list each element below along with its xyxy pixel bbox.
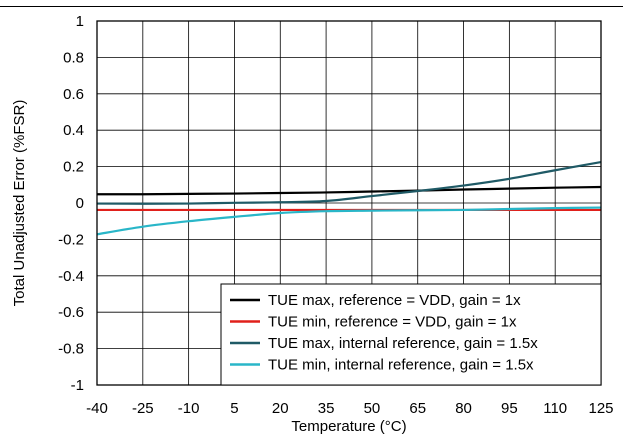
y-tick-label: -0.6 (58, 304, 84, 321)
y-tick-label: -0.8 (58, 341, 84, 358)
x-tick-label: 35 (318, 400, 335, 417)
x-tick-label: 95 (501, 400, 518, 417)
x-tick-label: -25 (132, 400, 154, 417)
legend-label-2: TUE min, reference = VDD, gain = 1x (268, 314, 517, 331)
series-line-3 (96, 160, 602, 205)
series-line-4 (96, 206, 602, 236)
y-tick-label: 0 (76, 195, 84, 212)
x-tick-labels: -40 -25 -10 5 20 35 50 65 80 95 110 125 (86, 400, 613, 417)
x-tick-label: 50 (364, 400, 381, 417)
y-tick-label: -0.2 (58, 231, 84, 248)
y-tick-label: 1 (76, 13, 84, 30)
y-tick-label: -1 (71, 377, 84, 394)
y-tick-label: 0.6 (63, 86, 84, 103)
x-tick-label: 110 (543, 400, 567, 417)
x-tick-label: -40 (86, 400, 108, 417)
x-tick-label: -10 (178, 400, 200, 417)
legend-label-4: TUE min, internal reference, gain = 1.5x (268, 357, 534, 374)
x-tick-label: 125 (588, 400, 613, 417)
x-axis-title: Temperature (°C) (291, 418, 406, 435)
x-tick-label: 5 (230, 400, 238, 417)
legend: TUE max, reference = VDD, gain = 1x TUE m… (220, 283, 602, 386)
legend-box (220, 283, 602, 386)
y-tick-labels: 1 0.8 0.6 0.4 0.2 0 -0.2 -0.4 -0.6 -0.8 -1 (58, 13, 84, 394)
x-tick-label: 80 (455, 400, 472, 417)
y-tick-label: 0.2 (63, 159, 84, 176)
y-axis-title: Total Unadjusted Error (%FSR) (11, 100, 28, 307)
y-tick-label: -0.4 (58, 268, 84, 285)
series-lines (96, 160, 602, 236)
x-tick-label: 20 (272, 400, 289, 417)
legend-label-3: TUE max, internal reference, gain = 1.5x (268, 335, 538, 352)
y-tick-label: 0.8 (63, 49, 84, 66)
legend-label-1: TUE max, reference = VDD, gain = 1x (268, 292, 521, 309)
x-tick-label: 65 (409, 400, 426, 417)
y-tick-label: 0.4 (63, 122, 84, 139)
series-line-1 (96, 185, 602, 196)
